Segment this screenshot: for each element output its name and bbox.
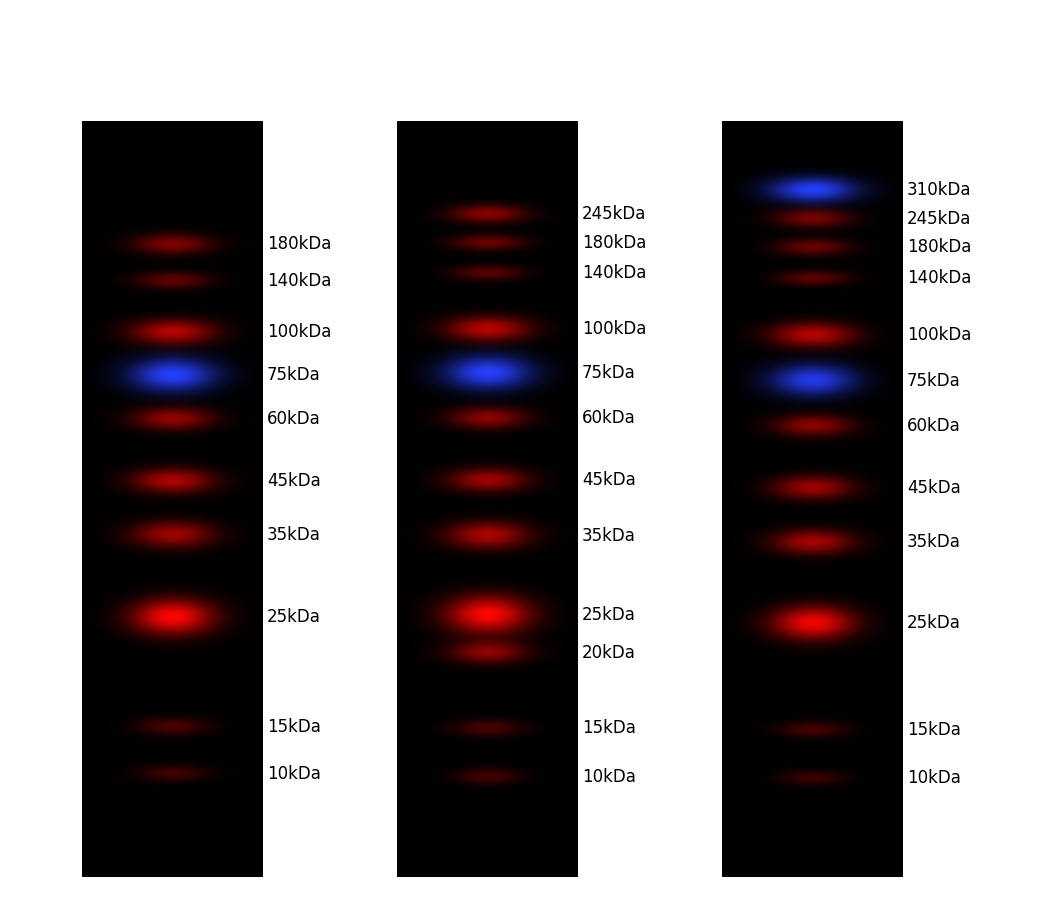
Bar xyxy=(82,122,262,877)
Text: 140kDa: 140kDa xyxy=(582,264,647,282)
Text: 140kDa: 140kDa xyxy=(907,269,971,287)
Text: 15kDa: 15kDa xyxy=(582,719,636,737)
Text: 75kDa: 75kDa xyxy=(267,366,320,384)
Text: 15kDa: 15kDa xyxy=(267,717,321,735)
Text: 75kDa: 75kDa xyxy=(582,364,635,382)
Text: 140kDa: 140kDa xyxy=(267,272,332,290)
Text: 60kDa: 60kDa xyxy=(582,409,635,427)
Text: 180kDa: 180kDa xyxy=(267,235,332,253)
Text: 60kDa: 60kDa xyxy=(907,417,961,435)
Text: 75kDa: 75kDa xyxy=(907,371,961,389)
Bar xyxy=(397,122,578,877)
Text: 245kDa: 245kDa xyxy=(582,205,647,223)
Text: 180kDa: 180kDa xyxy=(907,238,971,256)
Text: 35kDa: 35kDa xyxy=(582,526,636,544)
Text: 35kDa: 35kDa xyxy=(267,525,321,543)
Text: 25kDa: 25kDa xyxy=(267,608,321,625)
Text: 10kDa: 10kDa xyxy=(907,769,961,787)
Text: 60kDa: 60kDa xyxy=(267,410,320,428)
Text: 45kDa: 45kDa xyxy=(907,478,961,496)
Text: 45kDa: 45kDa xyxy=(267,472,320,490)
Text: 100kDa: 100kDa xyxy=(267,323,332,341)
Text: 25kDa: 25kDa xyxy=(907,613,961,631)
Text: 20kDa: 20kDa xyxy=(582,643,636,661)
Text: 10kDa: 10kDa xyxy=(582,767,636,785)
Text: 10kDa: 10kDa xyxy=(267,764,321,782)
Text: PL00003: PL00003 xyxy=(753,803,874,831)
Text: 100kDa: 100kDa xyxy=(582,320,647,337)
Text: 15kDa: 15kDa xyxy=(907,720,961,738)
Text: 35kDa: 35kDa xyxy=(907,533,961,551)
Text: PL00002: PL00002 xyxy=(427,803,548,831)
Text: PL00001: PL00001 xyxy=(111,803,232,831)
Text: 245kDa: 245kDa xyxy=(907,209,971,227)
Text: 180kDa: 180kDa xyxy=(582,234,647,252)
Text: 310kDa: 310kDa xyxy=(907,180,971,198)
Text: 45kDa: 45kDa xyxy=(582,471,635,489)
Bar xyxy=(722,122,903,877)
Text: 100kDa: 100kDa xyxy=(907,326,971,344)
Text: 25kDa: 25kDa xyxy=(582,605,636,623)
